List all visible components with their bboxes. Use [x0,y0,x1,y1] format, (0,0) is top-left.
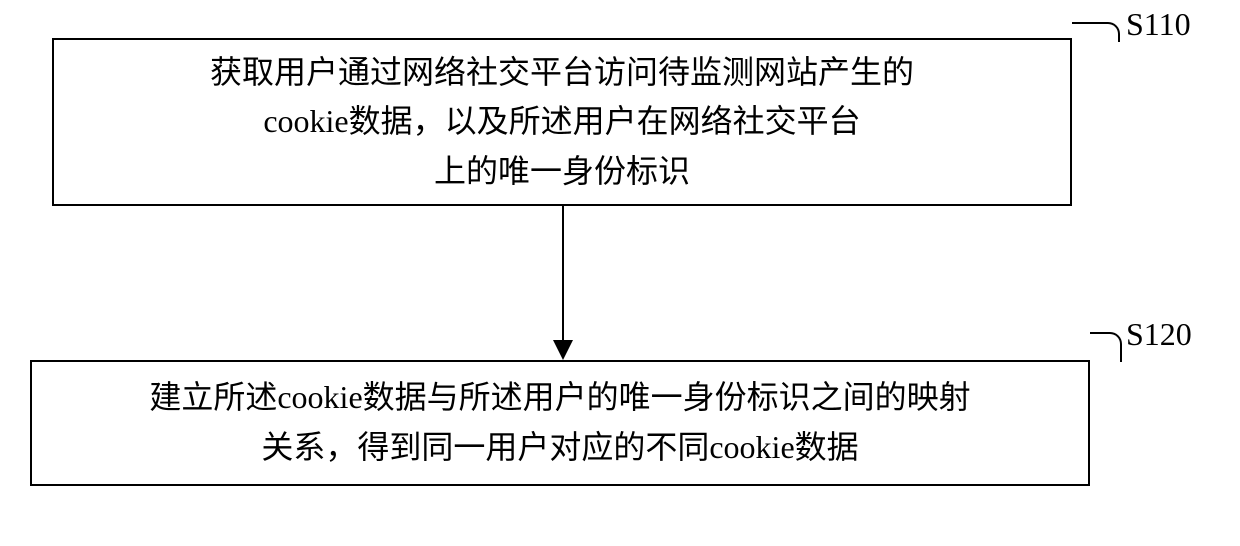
arrow-step1-to-step2 [553,206,573,360]
flow-step-2-text: 建立所述cookie数据与所述用户的唯一身份标识之间的映射 关系，得到同一用户对… [149,373,970,472]
label-connector-s120 [1090,332,1122,362]
flow-step-1-text: 获取用户通过网络社交平台访问待监测网站产生的 cookie数据，以及所述用户在网… [210,48,914,197]
step-label-s110: S110 [1126,6,1191,43]
label-connector-s110 [1072,22,1120,42]
flow-step-1: 获取用户通过网络社交平台访问待监测网站产生的 cookie数据，以及所述用户在网… [52,38,1072,206]
step-label-s120: S120 [1126,316,1192,353]
arrow-head-icon [553,340,573,360]
arrow-shaft [562,206,564,342]
flow-step-2: 建立所述cookie数据与所述用户的唯一身份标识之间的映射 关系，得到同一用户对… [30,360,1090,486]
